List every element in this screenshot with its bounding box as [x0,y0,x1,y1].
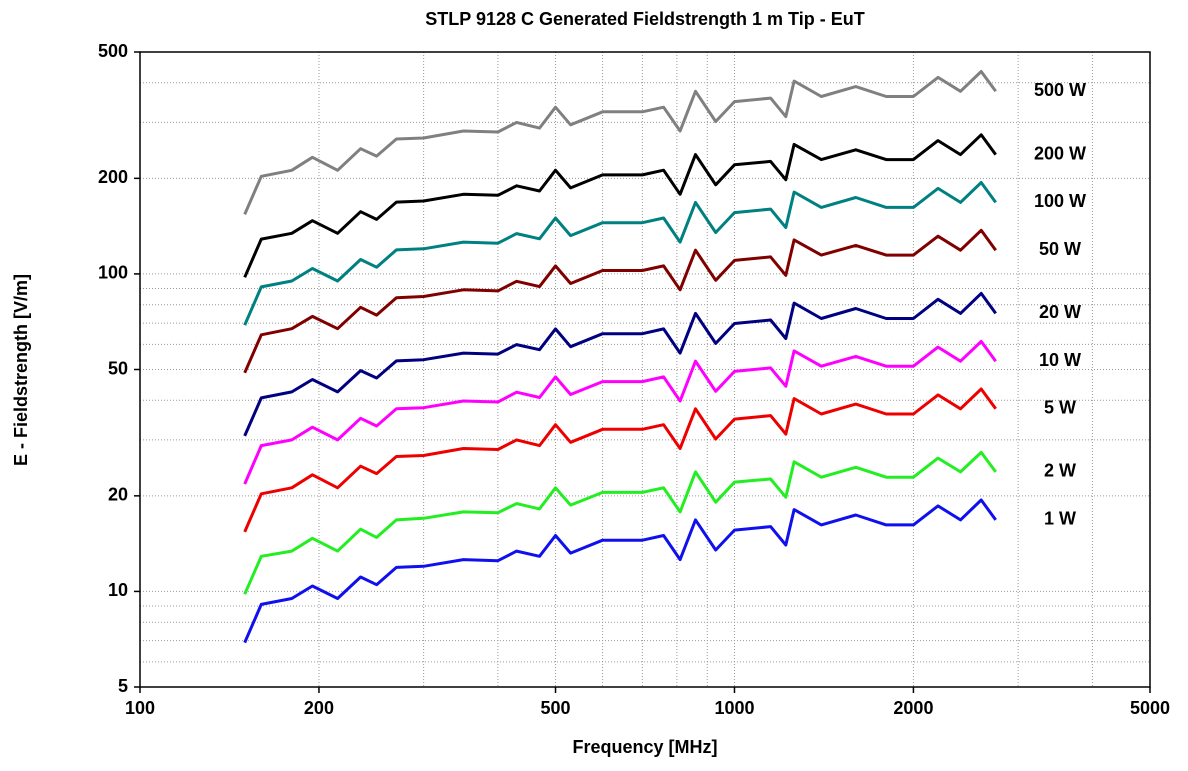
legend-label: 500 W [1034,80,1086,100]
plot-frame [139,51,1151,688]
x-tick-label: 2000 [893,698,933,718]
series-line [243,181,997,326]
y-axis-label: E - Fieldstrength [V/m] [11,274,31,466]
legend-label: 5 W [1044,398,1076,418]
y-tick-label: 5 [118,676,128,696]
series-line [243,450,997,595]
series-line [243,339,997,485]
x-axis-label: Frequency [MHz] [572,737,717,757]
legend-label: 20 W [1039,302,1081,322]
series-line [243,387,997,533]
y-tick-label: 200 [98,167,128,187]
x-tick-label: 5000 [1130,698,1170,718]
series-line [243,70,997,215]
x-tick-label: 200 [304,698,334,718]
legend-label: 50 W [1039,239,1081,259]
y-tick-label: 20 [108,485,128,505]
y-tick-label: 500 [98,41,128,61]
x-tick-label: 1000 [714,698,754,718]
legend-label: 100 W [1034,191,1086,211]
legend-label: 200 W [1034,143,1086,163]
x-tick-label: 100 [125,698,155,718]
series-line [243,133,997,278]
chart-title: STLP 9128 C Generated Fieldstrength 1 m … [425,9,864,29]
legend-label: 1 W [1044,509,1076,529]
legend-label: 2 W [1044,461,1076,481]
x-tick-label: 500 [540,698,570,718]
series-line [243,228,997,374]
y-tick-label: 50 [108,358,128,378]
series-line [243,498,997,644]
y-tick-label: 10 [108,580,128,600]
series-line [243,291,997,437]
legend-label: 10 W [1039,350,1081,370]
y-tick-label: 100 [98,263,128,283]
